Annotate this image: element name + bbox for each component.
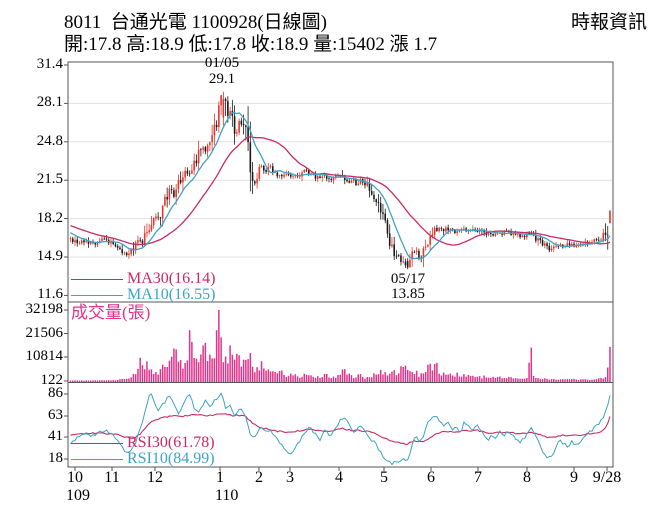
month-tick-label: 10 [67,469,83,486]
ma30-line-sample [71,278,123,280]
rsi30-line [70,413,611,445]
month-tick-label: 7 [474,469,482,486]
trough-date-annotation: 05/17 [390,271,426,287]
month-tick-label: 1 [216,469,224,486]
rsi30-legend: RSI30(61.78) [71,435,215,451]
rsi10-line [70,392,611,466]
volume-tick-label: 10814 [25,348,64,364]
data-source: 時報資訊 [570,12,647,33]
rsi10-line-sample [71,458,123,460]
volume-tick-label: 122 [40,372,64,388]
year-tick-label: 109 [66,487,90,504]
price-pane-border [67,61,614,303]
price-tick-label: 11.6 [37,286,63,303]
month-tick-label: 9 [570,469,578,486]
ma30-legend-label: MA30(16.14) [127,270,216,287]
month-tick-label: 3 [286,469,294,486]
peak-price-annotation: 29.1 [208,71,236,87]
ma30-legend: MA30(16.14) [71,271,215,287]
month-tick-label: 5 [380,469,388,486]
month-tick-label: 2 [255,469,263,486]
ma10-line-sample [71,294,123,296]
price-tick-label: 18.2 [36,209,63,226]
price-tick-label: 21.5 [36,171,63,188]
price-tick-label: 14.9 [36,247,63,264]
month-tick-label: 4 [335,469,343,486]
peak-date-annotation: 01/05 [204,55,240,71]
rsi10-legend-label: RSI10(84.99) [127,450,215,467]
price-tick-label: 31.4 [36,56,63,72]
volume-tick-label: 32198 [25,301,64,317]
rsi30-line-sample [71,442,123,444]
ma10-legend: MA10(16.55) [71,287,215,303]
rsi10-legend: RSI10(84.99) [71,451,215,467]
rsi-tick-label: 63 [48,406,63,423]
rsi-tick-label: 18 [48,450,63,466]
volume-pane-label: 成交量(張) [71,303,151,322]
rsi-pane-border [67,382,614,468]
rsi30-legend-label: RSI30(61.78) [127,434,215,451]
month-tick-label: 12 [147,469,163,486]
rsi-tick-label: 41 [48,428,63,444]
ma10-line [70,112,611,260]
year-tick-label: 110 [215,487,239,504]
ma10-legend-label: MA10(16.55) [127,286,216,303]
month-tick-label: 6 [427,469,435,486]
month-tick-label: 11 [104,469,120,486]
volume-tick-label: 21506 [25,324,64,341]
price-tick-label: 24.8 [36,132,63,149]
rsi-tick-label: 86 [48,385,63,401]
month-tick-label: 8 [523,469,531,486]
page-title: 8011 台通光電 1100928(日線圖) [64,12,327,33]
volume-bars [69,310,611,382]
month-tick-label: 9/28 [592,469,622,486]
ma30-line [70,136,611,246]
price-tick-label: 28.1 [36,94,63,111]
trough-price-annotation: 13.85 [391,286,425,302]
quote-summary: 開:17.8 高:18.9 低:17.8 收:18.9 量:15402 漲 1.… [64,34,438,55]
